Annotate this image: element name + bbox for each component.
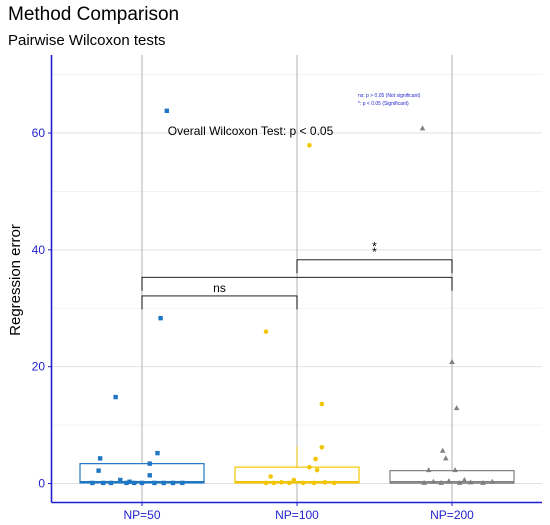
significance-legend: ns: p > 0.05 (Not significant) *: p < 0.0… xyxy=(358,93,421,107)
data-point xyxy=(139,480,145,486)
data-point xyxy=(263,329,269,334)
data-point xyxy=(322,480,328,485)
comparison-brackets: ns ** xyxy=(141,240,453,310)
y-tick-label: 60 xyxy=(32,126,46,140)
data-point xyxy=(314,467,320,473)
bracket-line xyxy=(141,276,453,291)
data-point xyxy=(449,358,455,364)
box-NP=50 xyxy=(79,463,205,484)
data-point xyxy=(307,464,312,470)
bracket-line xyxy=(296,259,453,274)
y-tick-label: 20 xyxy=(32,360,46,374)
data-point xyxy=(90,480,95,486)
bracket-label: ns xyxy=(213,281,226,295)
data-point xyxy=(155,450,160,456)
data-point xyxy=(453,405,460,411)
significance-mark: * xyxy=(372,240,377,254)
data-point xyxy=(430,478,437,484)
data-point xyxy=(271,480,277,486)
data-point xyxy=(307,142,312,148)
comparison-bracket: ns xyxy=(141,281,298,310)
y-tick-label: 40 xyxy=(32,243,46,257)
data-point xyxy=(291,477,297,483)
data-point xyxy=(152,480,157,486)
data-point xyxy=(161,480,166,486)
bracket-label: * xyxy=(372,245,377,259)
data-point xyxy=(164,108,169,114)
data-point xyxy=(446,478,452,484)
grid-lines xyxy=(52,55,542,502)
data-point xyxy=(467,479,474,485)
data-point xyxy=(439,447,446,453)
box-body xyxy=(234,466,360,484)
data-point xyxy=(331,480,337,486)
y-axis-label: Regression error xyxy=(7,224,24,336)
data-point xyxy=(118,477,123,483)
data-point xyxy=(286,480,292,486)
data-point xyxy=(158,315,163,321)
data-point xyxy=(438,479,444,485)
box-body xyxy=(79,463,205,484)
data-point xyxy=(456,479,463,485)
data-point xyxy=(319,444,325,450)
box-NP=200 xyxy=(389,470,515,484)
data-points xyxy=(90,108,496,486)
comparison-bracket: * xyxy=(296,245,453,274)
data-point xyxy=(96,468,101,473)
data-point xyxy=(113,394,118,400)
data-point xyxy=(147,461,152,466)
data-point xyxy=(300,480,306,486)
data-point xyxy=(97,456,103,461)
x-tick-label: NP=200 xyxy=(430,508,474,522)
legend-note-text: *: p < 0.05 (Significant) xyxy=(358,101,409,107)
overall-test-annotation: Overall Wilcoxon Test: p < 0.05 xyxy=(168,124,334,138)
data-point xyxy=(319,401,325,407)
data-point xyxy=(101,480,106,486)
data-point xyxy=(489,478,496,484)
data-point xyxy=(279,480,284,485)
data-point xyxy=(108,480,114,486)
data-point xyxy=(419,125,426,131)
data-point xyxy=(452,467,458,473)
boxes xyxy=(79,446,515,484)
y-axis-ticks: 0 20 40 60 xyxy=(32,126,52,491)
x-axis-ticks: NP=50 NP=100 NP=200 xyxy=(123,502,474,522)
y-tick-label: 0 xyxy=(38,477,45,491)
x-tick-label: NP=100 xyxy=(275,508,319,522)
data-point xyxy=(425,467,432,473)
box-NP=100 xyxy=(234,446,360,484)
bracket-line xyxy=(141,295,298,310)
x-tick-label: NP=50 xyxy=(123,508,160,522)
data-point xyxy=(268,474,273,479)
data-point xyxy=(147,473,152,478)
comparison-bracket xyxy=(141,276,453,291)
data-point xyxy=(443,455,449,461)
data-point xyxy=(263,480,269,486)
chart-title: Method Comparison xyxy=(8,4,179,25)
data-point xyxy=(170,480,176,486)
data-point xyxy=(421,479,427,485)
chart-subtitle: Pairwise Wilcoxon tests xyxy=(8,32,166,49)
data-point xyxy=(132,480,137,486)
data-point xyxy=(461,476,468,482)
legend-note-text: ns: p > 0.05 (Not significant) xyxy=(358,93,421,99)
data-point xyxy=(313,456,318,462)
data-point xyxy=(311,480,317,486)
data-point xyxy=(127,479,132,484)
data-point xyxy=(124,480,129,486)
data-point xyxy=(480,479,486,485)
data-point xyxy=(180,480,185,486)
